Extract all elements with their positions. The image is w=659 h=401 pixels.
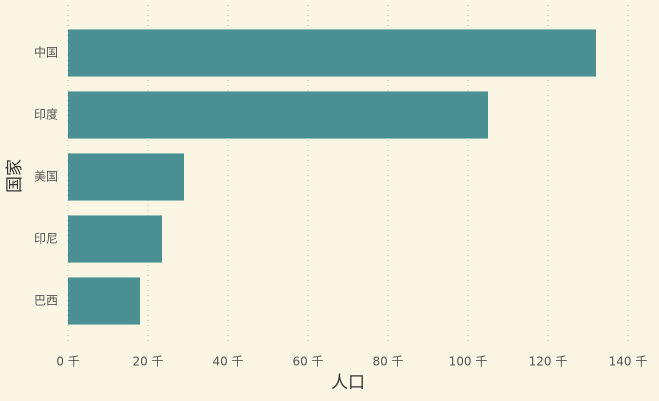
x-axis-title: 人口 [331, 373, 365, 393]
x-tick-label: 100 千 [449, 355, 488, 369]
bar [68, 91, 488, 139]
bar [68, 215, 162, 263]
y-axis-title: 国家 [5, 159, 25, 193]
x-tick-label: 60 千 [292, 355, 323, 369]
y-tick-label: 印尼 [34, 232, 58, 246]
bar [68, 29, 596, 77]
x-tick-label: 0 千 [56, 355, 79, 369]
y-tick-label: 美国 [34, 170, 58, 184]
x-tick-label: 20 千 [132, 355, 163, 369]
y-tick-label: 中国 [34, 45, 58, 60]
x-tick-label: 120 千 [529, 355, 568, 369]
bar [68, 153, 184, 201]
x-tick-label: 140 千 [609, 355, 648, 369]
y-tick-label: 巴西 [34, 294, 58, 308]
bar [68, 277, 140, 325]
x-tick-label: 40 千 [212, 355, 243, 369]
y-tick-label: 印度 [34, 107, 58, 122]
x-tick-label: 80 千 [372, 355, 403, 369]
